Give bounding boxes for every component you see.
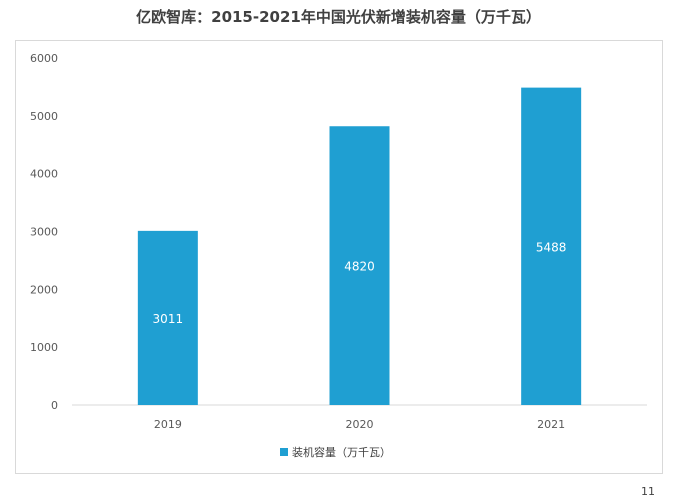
bar-2019 [137,230,198,405]
chart-title: 亿欧智库：2015-2021年中国光伏新增装机容量（万千瓦） [136,8,541,26]
x-tick-label: 2020 [346,418,374,431]
y-tick-label: 0 [51,399,58,412]
legend-label: 装机容量（万千瓦） [292,445,391,459]
y-tick-label: 1000 [30,341,58,354]
data-label: 4820 [344,260,375,274]
bar-2021 [521,87,582,406]
chart-frame [15,40,663,474]
bar-2020 [329,126,390,405]
y-tick-label: 3000 [30,226,58,239]
y-tick-label: 6000 [30,52,58,65]
y-tick-label: 2000 [30,283,58,296]
data-label: 5488 [536,240,567,254]
y-tick-label: 5000 [30,110,58,123]
data-label: 3011 [153,312,184,326]
legend-swatch [280,448,288,456]
y-tick-label: 4000 [30,168,58,181]
x-tick-label: 2019 [154,418,182,431]
x-tick-label: 2021 [537,418,565,431]
page-number: 11 [641,485,655,498]
